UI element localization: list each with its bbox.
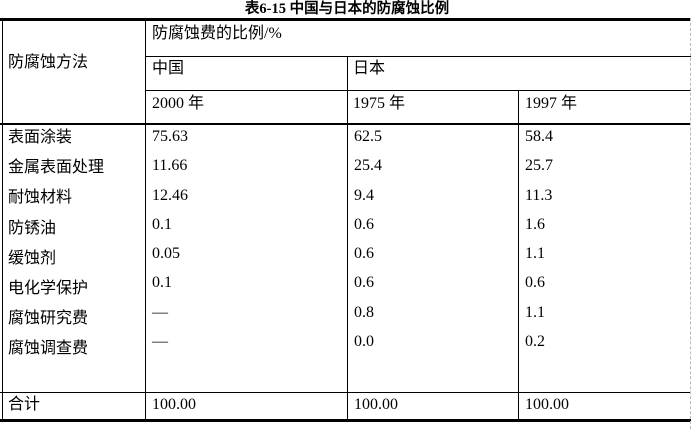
column-divider-3 <box>518 89 519 419</box>
cell-value: 1.1 <box>525 303 545 321</box>
values-column-japan-1975: 62.5 25.4 9.4 0.6 0.6 0.6 0.8 0.0 <box>354 122 382 356</box>
cell-value: 1.6 <box>525 215 545 233</box>
total-value-japan-1997: 100.00 <box>525 396 569 413</box>
header-ratio: 防腐蚀费的比例/% <box>152 25 282 42</box>
table-bottom-border <box>0 419 691 422</box>
row-label: 耐蚀材料 <box>8 189 73 207</box>
method-label-column: 表面涂装 金属表面处理 耐蚀材料 防锈油 缓蚀剂 电化学保护 腐蚀研究费 腐蚀调… <box>8 123 104 365</box>
row-label: 表面涂装 <box>8 129 73 146</box>
cell-value: 0.0 <box>354 333 374 351</box>
cell-value: 25.7 <box>525 157 553 175</box>
row-label: 电化学保护 <box>8 279 89 297</box>
header-year-2000: 2000 年 <box>152 95 205 112</box>
cell-value: 58.4 <box>525 128 553 145</box>
table-top-border <box>0 18 691 21</box>
cell-value: 1.1 <box>525 245 545 263</box>
row-label: 防锈油 <box>8 219 57 237</box>
cell-value: 0.6 <box>354 274 374 292</box>
values-column-china-2000: 75.63 11.66 12.46 0.1 0.05 0.1 — — <box>152 122 188 356</box>
cell-value: 0.8 <box>354 303 374 321</box>
cell-value: 0.1 <box>152 215 172 233</box>
header-country-china: 中国 <box>152 60 185 77</box>
header-row2-divider <box>145 89 691 91</box>
total-row-label: 合计 <box>8 396 41 413</box>
header-year-1975: 1975 年 <box>353 95 406 112</box>
right-dashed-gridline <box>690 18 691 429</box>
row-label: 金属表面处理 <box>8 159 105 177</box>
cell-value: 12.46 <box>152 186 188 204</box>
table-left-border <box>2 18 3 419</box>
values-column-japan-1997: 58.4 25.7 11.3 1.6 1.1 0.6 1.1 0.2 <box>525 122 553 356</box>
cell-value: 62.5 <box>354 128 382 145</box>
header-row1-divider <box>145 55 691 57</box>
total-row-divider <box>0 391 691 393</box>
header-country-japan: 日本 <box>353 60 386 77</box>
cell-value: — <box>152 333 168 351</box>
cell-value: 0.1 <box>152 274 172 292</box>
cell-value: 9.4 <box>354 186 374 204</box>
header-body-divider <box>0 123 691 126</box>
cell-value: 0.6 <box>354 215 374 233</box>
column-divider-1 <box>145 18 146 419</box>
header-method: 防腐蚀方法 <box>8 54 89 71</box>
column-divider-2 <box>347 55 348 419</box>
cell-value: 0.6 <box>354 245 374 263</box>
cell-value: — <box>152 303 168 321</box>
cell-value: 75.63 <box>152 128 188 145</box>
cell-value: 0.05 <box>152 245 180 263</box>
row-label: 腐蚀调查费 <box>8 340 89 358</box>
total-value-china-2000: 100.00 <box>152 396 196 413</box>
cell-value: 25.4 <box>354 157 382 175</box>
header-year-1997: 1997 年 <box>525 95 578 112</box>
row-label: 缓蚀剂 <box>8 249 57 267</box>
cell-value: 0.2 <box>525 333 545 351</box>
table-title: 表6-15 中国与日本的防腐蚀比例 <box>244 1 450 17</box>
cell-value: 11.3 <box>525 186 553 204</box>
cell-value: 11.66 <box>152 157 188 175</box>
total-value-japan-1975: 100.00 <box>354 396 398 413</box>
cell-value: 0.6 <box>525 274 545 292</box>
row-label: 腐蚀研究费 <box>8 310 89 328</box>
